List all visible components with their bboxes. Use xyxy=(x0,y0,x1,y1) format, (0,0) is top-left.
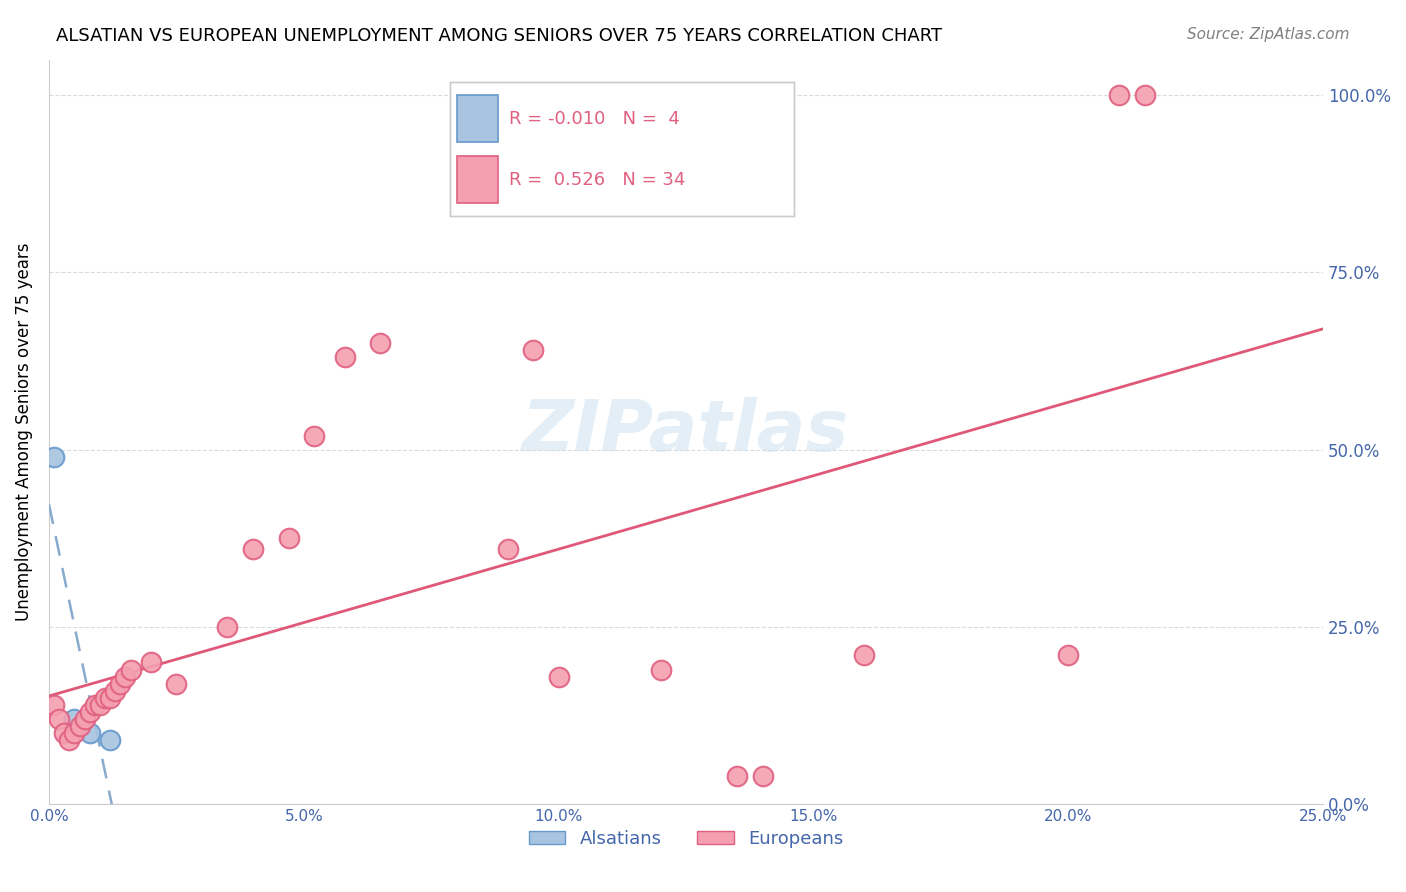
Point xyxy=(58,733,80,747)
Point xyxy=(42,450,65,464)
Point xyxy=(333,351,356,365)
Text: Source: ZipAtlas.com: Source: ZipAtlas.com xyxy=(1187,27,1350,42)
Point xyxy=(1108,88,1130,103)
Point xyxy=(79,705,101,719)
Point xyxy=(725,769,748,783)
Point xyxy=(98,690,121,705)
Point xyxy=(48,712,70,726)
Point xyxy=(277,532,299,546)
Point xyxy=(63,712,86,726)
Text: ALSATIAN VS EUROPEAN UNEMPLOYMENT AMONG SENIORS OVER 75 YEARS CORRELATION CHART: ALSATIAN VS EUROPEAN UNEMPLOYMENT AMONG … xyxy=(56,27,942,45)
Point xyxy=(242,541,264,556)
Point xyxy=(751,769,773,783)
Point xyxy=(73,712,96,726)
Point xyxy=(114,670,136,684)
Point xyxy=(496,541,519,556)
Point xyxy=(1133,88,1156,103)
Y-axis label: Unemployment Among Seniors over 75 years: Unemployment Among Seniors over 75 years xyxy=(15,243,32,621)
Point xyxy=(110,677,132,691)
Point xyxy=(120,663,142,677)
Point xyxy=(368,336,391,351)
Point xyxy=(53,726,76,740)
Point xyxy=(98,733,121,747)
Point xyxy=(89,698,111,712)
Point xyxy=(302,428,325,442)
Text: ZIPatlas: ZIPatlas xyxy=(523,398,849,467)
Point xyxy=(1057,648,1080,663)
Point xyxy=(547,670,569,684)
Point xyxy=(79,726,101,740)
Point xyxy=(139,656,162,670)
Point xyxy=(217,620,239,634)
Point xyxy=(104,683,127,698)
Point xyxy=(94,690,117,705)
Point xyxy=(42,698,65,712)
Point xyxy=(522,343,544,358)
Point xyxy=(69,719,91,733)
Point xyxy=(63,726,86,740)
Point xyxy=(83,698,105,712)
Point xyxy=(165,677,187,691)
Legend: Alsatians, Europeans: Alsatians, Europeans xyxy=(522,822,851,855)
Point xyxy=(853,648,876,663)
Point xyxy=(650,663,672,677)
